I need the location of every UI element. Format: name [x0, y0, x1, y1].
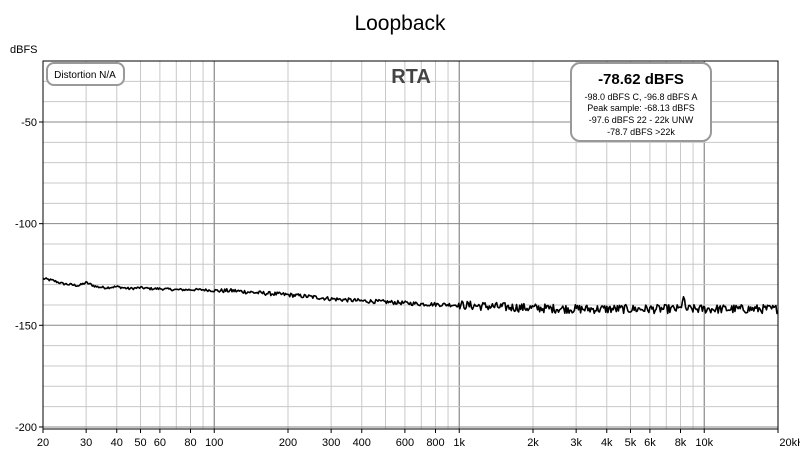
y-tick-label: -150 — [15, 320, 37, 332]
y-tick-label: -50 — [21, 117, 37, 129]
x-tick-label: 4k — [601, 437, 613, 449]
grid-lines — [42, 61, 779, 429]
x-tick-label: 30 — [80, 437, 92, 449]
y-tick-labels: -50 -100 -150 -200 — [15, 117, 43, 434]
x-tick-label: 80 — [184, 437, 196, 449]
y-tick-label: -100 — [15, 219, 37, 231]
x-tick-label: 200 — [279, 437, 297, 449]
x-tick-label: 100 — [205, 437, 223, 449]
level-line-weighted: -98.0 dBFS C, -96.8 dBFS A — [584, 92, 697, 102]
x-tick-label: 3k — [570, 437, 582, 449]
distortion-badge — [46, 62, 125, 86]
x-tick-label: 300 — [322, 437, 340, 449]
x-tick-label: 60 — [154, 437, 166, 449]
x-tick-label: 20kHz — [779, 437, 800, 449]
mode-label: RTA — [391, 66, 431, 88]
level-main: -78.62 dBFS — [598, 71, 684, 88]
x-tick-label: 20 — [37, 437, 49, 449]
x-tick-label: 1k — [453, 437, 465, 449]
plot-frame — [42, 60, 779, 430]
distortion-label: Distortion N/A — [54, 70, 116, 81]
level-line-peak: Peak sample: -68.13 dBFS — [587, 103, 695, 113]
x-tick-label: 400 — [353, 437, 371, 449]
level-box — [570, 62, 712, 142]
x-tick-label: 10k — [695, 437, 713, 449]
x-tick-label: 6k — [644, 437, 656, 449]
x-tick-label: 800 — [426, 437, 444, 449]
series-line — [42, 277, 779, 315]
x-tick-label: 40 — [111, 437, 123, 449]
chart-title: Loopback — [354, 12, 446, 35]
level-line-above-22k: -78.7 dBFS >22k — [607, 127, 675, 137]
x-tick-label: 600 — [396, 437, 414, 449]
level-line-unweighted: -97.6 dBFS 22 - 22k UNW — [589, 115, 694, 125]
x-tick-label: 2k — [527, 437, 539, 449]
x-tick-labels: 20 30 40 50 60 80 100 200 300 400 600 800 1k 2k 3k 4k 5k… — [37, 429, 800, 449]
x-tick-label: 5k — [625, 437, 637, 449]
y-axis-label: dBFS — [10, 44, 38, 56]
x-tick-label: 8k — [675, 437, 687, 449]
y-tick-label: -200 — [15, 422, 37, 434]
x-tick-label: 50 — [134, 437, 146, 449]
